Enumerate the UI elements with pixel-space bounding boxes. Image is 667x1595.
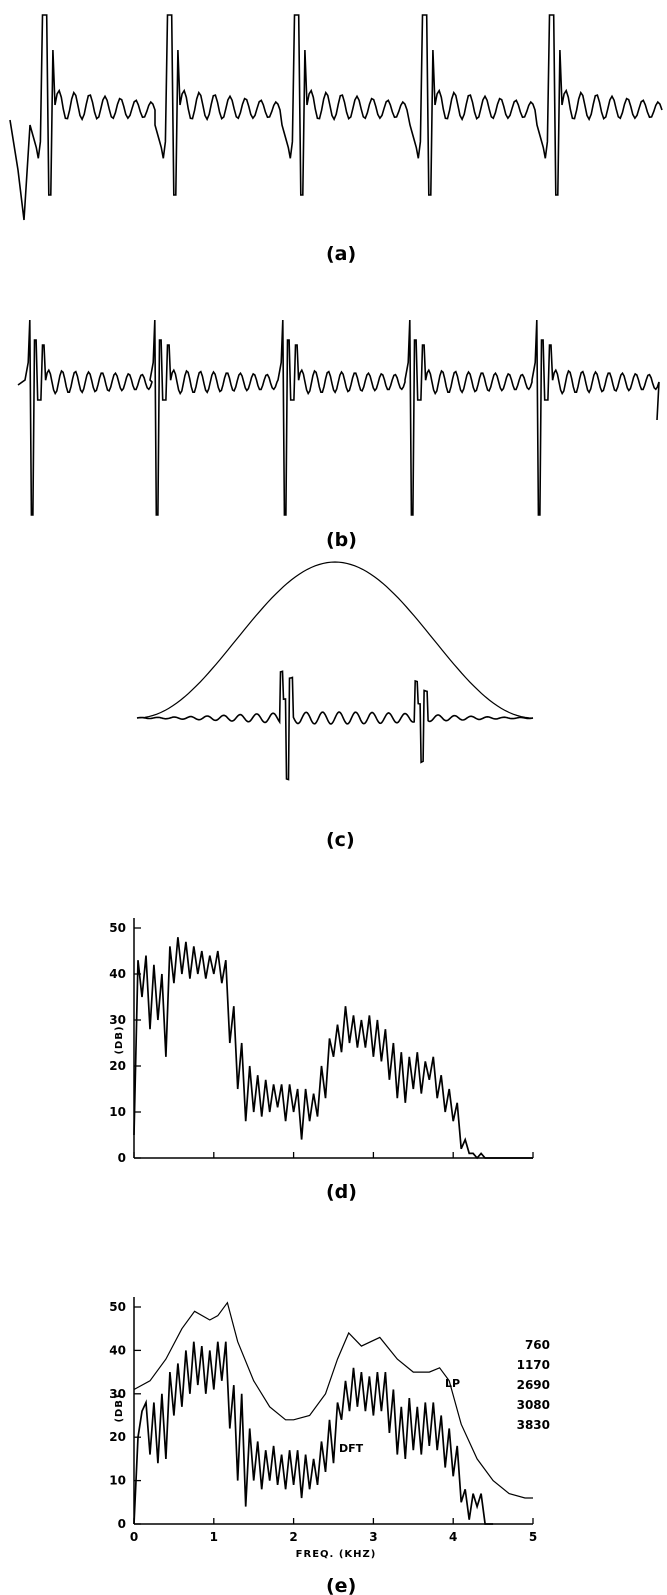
dft-line-e <box>133 1341 494 1525</box>
y-tick-label-e: 20 <box>109 1430 126 1444</box>
y-tick-label-d: 10 <box>109 1105 126 1119</box>
y-tick-label-e: 30 <box>109 1387 126 1401</box>
formant-value: 2690 <box>517 1378 550 1392</box>
panel-b: (b) <box>17 319 660 551</box>
panel-label-d: (d) <box>326 1181 357 1203</box>
dft-annotation: DFT <box>339 1442 364 1455</box>
panel-c: (c) <box>136 561 534 851</box>
formant-list: 760 1170 2690 3080 3830 <box>517 1338 550 1432</box>
spectrum-plot-d: 0 10 20 30 40 50 (DB) (d) <box>109 918 534 1203</box>
lp-annotation: LP <box>445 1377 460 1390</box>
panel-label-c: (c) <box>326 829 355 851</box>
x-tick-label-e: 2 <box>289 1530 297 1544</box>
y-tick-label-e: 50 <box>109 1300 126 1314</box>
formant-value: 1170 <box>517 1358 550 1372</box>
x-tick-label-e: 0 <box>130 1530 138 1544</box>
waveform-b <box>17 319 660 516</box>
windowed-waveform-c <box>136 670 534 781</box>
y-tick-label-e: 40 <box>109 1343 126 1357</box>
y-tick-label-e: 0 <box>118 1517 126 1531</box>
dft-line-d <box>133 937 533 1160</box>
y-axis-title-d: (DB) <box>114 1025 125 1054</box>
panel-label-e: (e) <box>326 1575 356 1595</box>
window-curve-c <box>136 561 534 719</box>
lp-envelope-line-e <box>133 1301 533 1499</box>
y-tick-label-d: 40 <box>109 967 126 981</box>
waveform-a <box>9 14 663 221</box>
x-tick-label-e: 5 <box>529 1530 537 1544</box>
ticks-d: 0 10 20 30 40 50 <box>109 921 534 1165</box>
formant-value: 3080 <box>517 1398 550 1412</box>
panel-label-a: (a) <box>326 243 356 265</box>
x-tick-label-e: 4 <box>449 1530 457 1544</box>
x-tick-label-e: 3 <box>369 1530 377 1544</box>
y-tick-label-e: 10 <box>109 1474 126 1488</box>
y-tick-label-d: 20 <box>109 1059 126 1073</box>
ticks-e: 0 10 20 30 40 50 0 1 2 3 4 5 <box>109 1300 537 1544</box>
panel-a: (a) <box>9 14 663 265</box>
spectrum-plot-e: 0 10 20 30 40 50 0 1 2 3 4 5 (DB) FREQ. (KHZ) LP DF… <box>109 1297 550 1595</box>
x-tick-label-e: 1 <box>210 1530 218 1544</box>
formant-value: 760 <box>525 1338 550 1352</box>
panel-label-b: (b) <box>326 529 357 551</box>
y-tick-label-d: 0 <box>118 1151 126 1165</box>
y-tick-label-d: 30 <box>109 1013 126 1027</box>
y-axis-title-e: (DB) <box>114 1393 125 1422</box>
x-axis-title-e: FREQ. (KHZ) <box>296 1549 377 1560</box>
y-tick-label-d: 50 <box>109 921 126 935</box>
formant-value: 3830 <box>517 1418 550 1432</box>
